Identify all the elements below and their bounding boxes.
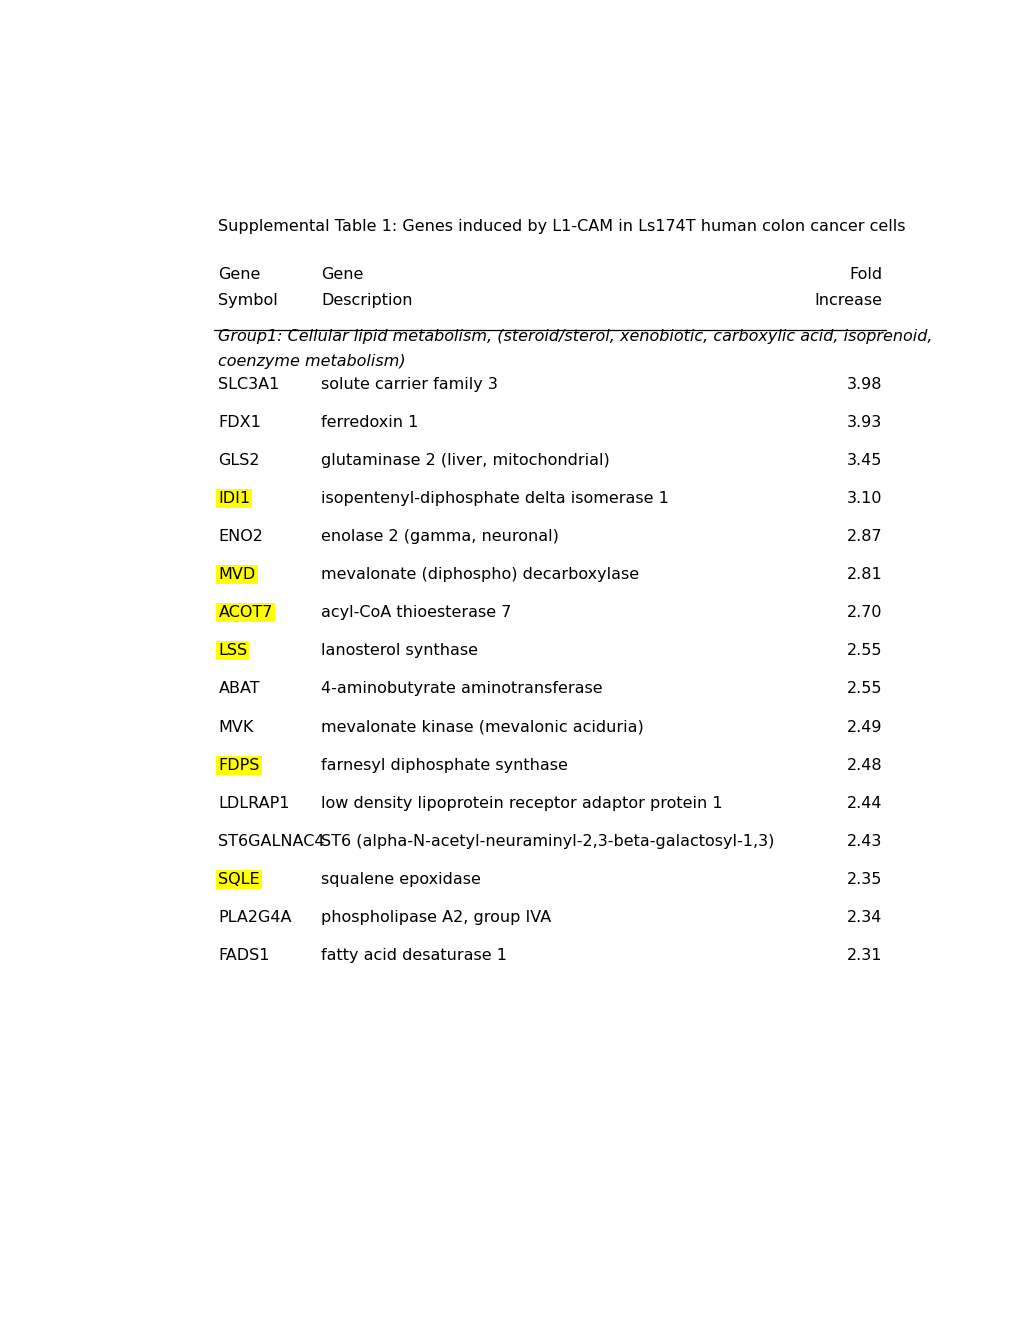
Text: 2.55: 2.55 — [846, 681, 881, 697]
Text: ST6GALNAC4: ST6GALNAC4 — [218, 834, 325, 849]
Text: Fold: Fold — [849, 267, 881, 282]
Text: isopentenyl-diphosphate delta isomerase 1: isopentenyl-diphosphate delta isomerase … — [321, 491, 668, 506]
Text: PLA2G4A: PLA2G4A — [218, 911, 291, 925]
Text: LSS: LSS — [218, 643, 248, 659]
Text: acyl-CoA thioesterase 7: acyl-CoA thioesterase 7 — [321, 606, 512, 620]
Text: ST6 (alpha-N-acetyl-neuraminyl-2,3-beta-galactosyl-1,3): ST6 (alpha-N-acetyl-neuraminyl-2,3-beta-… — [321, 834, 773, 849]
Text: 2.34: 2.34 — [846, 911, 881, 925]
Text: 2.70: 2.70 — [846, 606, 881, 620]
Text: SLC3A1: SLC3A1 — [218, 376, 279, 392]
Text: 3.93: 3.93 — [847, 414, 881, 429]
Text: SQLE: SQLE — [218, 873, 260, 887]
Text: 2.31: 2.31 — [846, 948, 881, 964]
Text: coenzyme metabolism): coenzyme metabolism) — [218, 354, 406, 368]
Text: Group1: Cellular lipid metabolism, (steroid/sterol, xenobiotic, carboxylic acid,: Group1: Cellular lipid metabolism, (ster… — [218, 329, 932, 345]
Text: farnesyl diphosphate synthase: farnesyl diphosphate synthase — [321, 758, 568, 772]
Text: GLS2: GLS2 — [218, 453, 260, 467]
Text: FADS1: FADS1 — [218, 948, 270, 964]
Text: Gene: Gene — [321, 267, 363, 282]
Text: fatty acid desaturase 1: fatty acid desaturase 1 — [321, 948, 506, 964]
Text: Symbol: Symbol — [218, 293, 278, 308]
Text: ferredoxin 1: ferredoxin 1 — [321, 414, 418, 429]
Text: low density lipoprotein receptor adaptor protein 1: low density lipoprotein receptor adaptor… — [321, 796, 722, 810]
Text: ENO2: ENO2 — [218, 529, 263, 544]
Text: 2.49: 2.49 — [846, 719, 881, 734]
Text: 4-aminobutyrate aminotransferase: 4-aminobutyrate aminotransferase — [321, 681, 602, 697]
Text: mevalonate kinase (mevalonic aciduria): mevalonate kinase (mevalonic aciduria) — [321, 719, 643, 734]
Text: glutaminase 2 (liver, mitochondrial): glutaminase 2 (liver, mitochondrial) — [321, 453, 609, 467]
Text: Supplemental Table 1: Genes induced by L1-CAM in Ls174T human colon cancer cells: Supplemental Table 1: Genes induced by L… — [218, 219, 905, 235]
Text: 2.43: 2.43 — [846, 834, 881, 849]
Text: ACOT7: ACOT7 — [218, 606, 272, 620]
Text: phospholipase A2, group IVA: phospholipase A2, group IVA — [321, 911, 551, 925]
Text: Description: Description — [321, 293, 413, 308]
Text: MVK: MVK — [218, 719, 254, 734]
Text: lanosterol synthase: lanosterol synthase — [321, 643, 478, 659]
Text: solute carrier family 3: solute carrier family 3 — [321, 376, 497, 392]
Text: ABAT: ABAT — [218, 681, 260, 697]
Text: mevalonate (diphospho) decarboxylase: mevalonate (diphospho) decarboxylase — [321, 568, 639, 582]
Text: 2.35: 2.35 — [846, 873, 881, 887]
Text: 2.55: 2.55 — [846, 643, 881, 659]
Text: FDPS: FDPS — [218, 758, 260, 772]
Text: FDX1: FDX1 — [218, 414, 261, 429]
Text: 2.48: 2.48 — [846, 758, 881, 772]
Text: 2.44: 2.44 — [846, 796, 881, 810]
Text: 2.81: 2.81 — [846, 568, 881, 582]
Text: LDLRAP1: LDLRAP1 — [218, 796, 289, 810]
Text: 2.87: 2.87 — [846, 529, 881, 544]
Text: MVD: MVD — [218, 568, 256, 582]
Text: 3.45: 3.45 — [846, 453, 881, 467]
Text: Gene: Gene — [218, 267, 261, 282]
Text: 3.10: 3.10 — [846, 491, 881, 506]
Text: Increase: Increase — [813, 293, 881, 308]
Text: enolase 2 (gamma, neuronal): enolase 2 (gamma, neuronal) — [321, 529, 558, 544]
Text: squalene epoxidase: squalene epoxidase — [321, 873, 481, 887]
Text: 3.98: 3.98 — [846, 376, 881, 392]
Text: IDI1: IDI1 — [218, 491, 251, 506]
